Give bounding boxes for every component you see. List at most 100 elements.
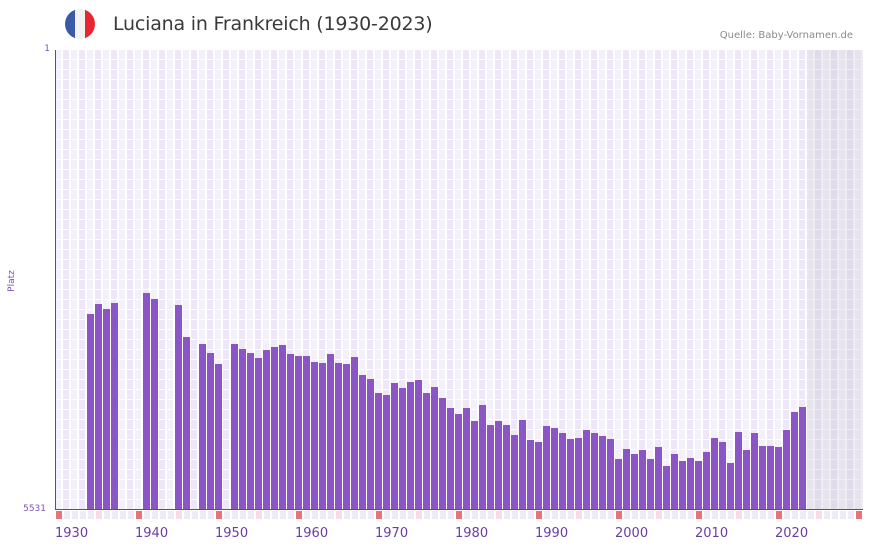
bar-1985[interactable] xyxy=(495,421,502,510)
bar-1995[interactable] xyxy=(575,437,582,510)
bar-1991[interactable] xyxy=(543,426,550,510)
x-axis-line xyxy=(55,509,863,510)
bar-1955[interactable] xyxy=(255,357,262,510)
year-marker xyxy=(232,511,238,519)
bar-1970[interactable] xyxy=(375,392,382,510)
bar-1987[interactable] xyxy=(511,434,518,510)
bar-1934[interactable] xyxy=(87,314,94,510)
bar-1976[interactable] xyxy=(423,392,430,510)
bar-1996[interactable] xyxy=(583,429,590,510)
bar-1972[interactable] xyxy=(391,382,398,510)
year-marker xyxy=(392,511,398,519)
bar-1977[interactable] xyxy=(431,386,438,510)
bar-1968[interactable] xyxy=(359,374,366,510)
bar-2012[interactable] xyxy=(711,437,718,510)
bar-1982[interactable] xyxy=(471,421,478,510)
year-marker xyxy=(472,511,478,519)
year-marker xyxy=(584,511,590,519)
bar-1961[interactable] xyxy=(303,355,310,510)
bar-1998[interactable] xyxy=(599,435,606,510)
bar-1952[interactable] xyxy=(231,343,238,510)
bar-2002[interactable] xyxy=(631,453,638,510)
bar-1981[interactable] xyxy=(463,407,470,510)
bar-2017[interactable] xyxy=(751,432,758,510)
bar-1959[interactable] xyxy=(287,353,294,510)
bar-1958[interactable] xyxy=(279,344,286,510)
bar-1990[interactable] xyxy=(535,441,542,510)
bar-2001[interactable] xyxy=(623,448,630,510)
bar-1960[interactable] xyxy=(295,355,302,510)
bar-1963[interactable] xyxy=(319,362,326,510)
bar-2014[interactable] xyxy=(727,462,734,510)
bar-1971[interactable] xyxy=(383,394,390,510)
year-marker xyxy=(248,511,254,519)
bar-1993[interactable] xyxy=(559,432,566,510)
bar-1945[interactable] xyxy=(175,304,182,510)
bar-2023[interactable] xyxy=(799,406,806,510)
bar-2022[interactable] xyxy=(791,411,798,510)
bar-1992[interactable] xyxy=(551,427,558,510)
bar-2015[interactable] xyxy=(735,431,742,510)
bar-1950[interactable] xyxy=(215,364,222,510)
bar-1949[interactable] xyxy=(207,352,214,510)
year-marker xyxy=(128,511,134,519)
bar-1989[interactable] xyxy=(527,439,534,510)
x-tick-1950: 1950 xyxy=(215,526,249,541)
bar-1935[interactable] xyxy=(95,304,102,510)
bar-2009[interactable] xyxy=(687,457,694,510)
bar-1964[interactable] xyxy=(327,353,334,510)
year-marker xyxy=(512,511,518,519)
bar-1948[interactable] xyxy=(199,343,206,510)
year-marker xyxy=(560,511,566,519)
bar-2013[interactable] xyxy=(719,441,726,510)
bar-1946[interactable] xyxy=(183,336,190,510)
bar-1979[interactable] xyxy=(447,407,454,510)
bar-1988[interactable] xyxy=(519,420,526,510)
year-marker xyxy=(744,511,750,519)
bar-2011[interactable] xyxy=(703,451,710,510)
bar-2019[interactable] xyxy=(767,445,774,510)
bar-2021[interactable] xyxy=(783,429,790,510)
bar-1954[interactable] xyxy=(247,352,254,510)
bar-2000[interactable] xyxy=(615,458,622,510)
bar-1994[interactable] xyxy=(567,438,574,510)
bar-2005[interactable] xyxy=(655,446,662,510)
bar-2006[interactable] xyxy=(663,465,670,510)
bar-1974[interactable] xyxy=(407,381,414,510)
bar-2020[interactable] xyxy=(775,446,782,510)
bar-1942[interactable] xyxy=(151,298,158,510)
bar-1966[interactable] xyxy=(343,364,350,510)
bar-1978[interactable] xyxy=(439,397,446,510)
year-marker xyxy=(280,511,286,519)
bar-2018[interactable] xyxy=(759,445,766,510)
bar-1957[interactable] xyxy=(271,346,278,510)
bar-1984[interactable] xyxy=(487,425,494,510)
bar-1997[interactable] xyxy=(591,432,598,510)
year-marker xyxy=(720,511,726,519)
bar-1980[interactable] xyxy=(455,413,462,510)
bar-1969[interactable] xyxy=(367,378,374,510)
bar-1965[interactable] xyxy=(335,362,342,510)
bar-1975[interactable] xyxy=(415,380,422,510)
year-marker xyxy=(600,511,606,519)
future-shaded-region xyxy=(807,50,863,510)
bar-2007[interactable] xyxy=(671,453,678,510)
bar-2016[interactable] xyxy=(743,449,750,510)
bar-1936[interactable] xyxy=(103,308,110,510)
bar-1956[interactable] xyxy=(263,349,270,510)
bar-1937[interactable] xyxy=(111,302,118,510)
bar-2008[interactable] xyxy=(679,460,686,510)
bar-2010[interactable] xyxy=(695,460,702,510)
bar-2004[interactable] xyxy=(647,458,654,510)
bar-1973[interactable] xyxy=(399,387,406,510)
bar-1953[interactable] xyxy=(239,348,246,510)
bar-1967[interactable] xyxy=(351,356,358,510)
year-marker xyxy=(632,511,638,519)
bar-1962[interactable] xyxy=(311,361,318,510)
bar-1986[interactable] xyxy=(503,425,510,510)
year-marker xyxy=(824,511,830,519)
bar-1941[interactable] xyxy=(143,292,150,510)
bar-2003[interactable] xyxy=(639,449,646,510)
bar-1983[interactable] xyxy=(479,404,486,510)
bar-1999[interactable] xyxy=(607,438,614,510)
